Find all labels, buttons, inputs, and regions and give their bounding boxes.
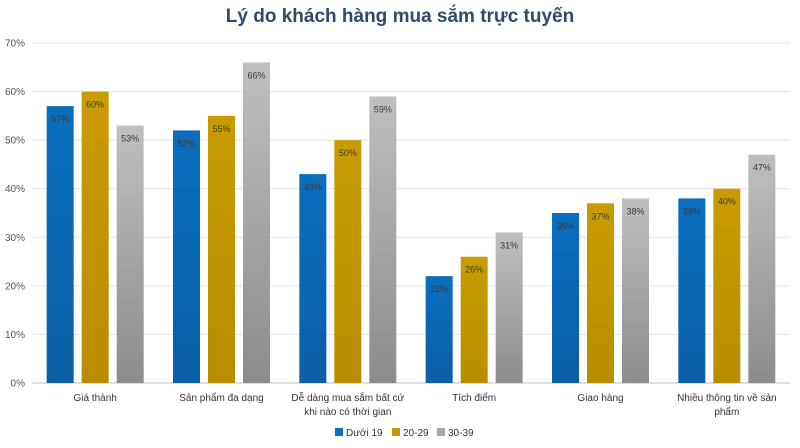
x-tick-label: khi nào có thời gian	[304, 407, 391, 418]
legend: Dưới 19 20-29 30-39	[335, 428, 474, 439]
data-label: 38%	[626, 206, 644, 216]
y-tick-label: 70%	[5, 39, 25, 50]
bar	[460, 256, 488, 383]
data-label: 52%	[177, 138, 195, 148]
bar	[587, 203, 614, 383]
data-label: 50%	[339, 148, 357, 158]
legend-swatch	[392, 428, 400, 436]
bar	[46, 106, 74, 384]
data-label: 60%	[86, 100, 104, 110]
legend-label: 30-39	[448, 428, 474, 439]
x-tick-label: Dễ dàng mua sắm bất cứ	[291, 391, 404, 404]
y-tick-label: 40%	[5, 184, 25, 195]
x-tick-label: Nhiều thông tin về sản	[677, 392, 777, 404]
x-tick-label: Tích điểm	[452, 392, 496, 404]
bar	[334, 140, 362, 383]
x-tick-label: phẩm	[714, 406, 739, 418]
data-label: 53%	[121, 134, 139, 144]
data-label: 47%	[753, 163, 771, 173]
gridlines	[32, 42, 790, 384]
bar	[243, 62, 270, 384]
legend-label: Dưới 19	[346, 428, 383, 439]
data-label: 31%	[500, 240, 518, 250]
bar	[369, 96, 397, 383]
bar	[552, 213, 579, 383]
bar	[425, 276, 453, 383]
bar	[299, 174, 327, 383]
data-label: 59%	[374, 104, 392, 114]
data-labels: 57% 60% 53% 52% 55% 66% 43% 50% 59% 22% 26% 31% 35% 3…	[51, 70, 771, 294]
data-label: 37%	[591, 211, 609, 221]
x-tick-label: Sản phẩm đa dạng	[179, 392, 264, 404]
data-label: 57%	[51, 114, 69, 124]
y-tick-label: 30%	[5, 233, 25, 244]
bar	[495, 232, 523, 383]
x-tick-label: Giá thành	[73, 393, 116, 404]
chart-title: Lý do khách hàng mua sắm trực tuyến	[225, 6, 575, 27]
legend-label: 20-29	[403, 428, 429, 439]
data-label: 22%	[430, 284, 448, 294]
bar	[713, 188, 741, 383]
y-tick-label: 50%	[5, 136, 25, 147]
data-label: 66%	[247, 70, 265, 80]
bar	[748, 154, 776, 383]
data-label: 55%	[212, 124, 230, 134]
data-label: 26%	[465, 265, 483, 275]
bar	[208, 115, 235, 383]
bar	[173, 130, 200, 383]
y-tick-label: 60%	[5, 87, 25, 98]
data-label: 38%	[683, 206, 701, 216]
y-tick-label: 10%	[5, 330, 25, 341]
legend-swatch	[437, 428, 445, 436]
data-label: 40%	[718, 197, 736, 207]
legend-swatch	[335, 428, 343, 436]
bars	[46, 62, 776, 384]
bar	[622, 198, 649, 383]
data-label: 35%	[556, 221, 574, 231]
data-label: 43%	[304, 182, 322, 192]
y-tick-label: 0%	[11, 379, 26, 390]
bar	[678, 198, 706, 383]
bar	[116, 125, 144, 384]
y-tick-label: 20%	[5, 281, 25, 292]
axes: 0% 10% 20% 30% 40% 50% 60% 70% Giá thành Sản phẩm…	[5, 39, 777, 419]
x-tick-label: Giao hàng	[577, 393, 623, 404]
bar	[81, 91, 109, 384]
